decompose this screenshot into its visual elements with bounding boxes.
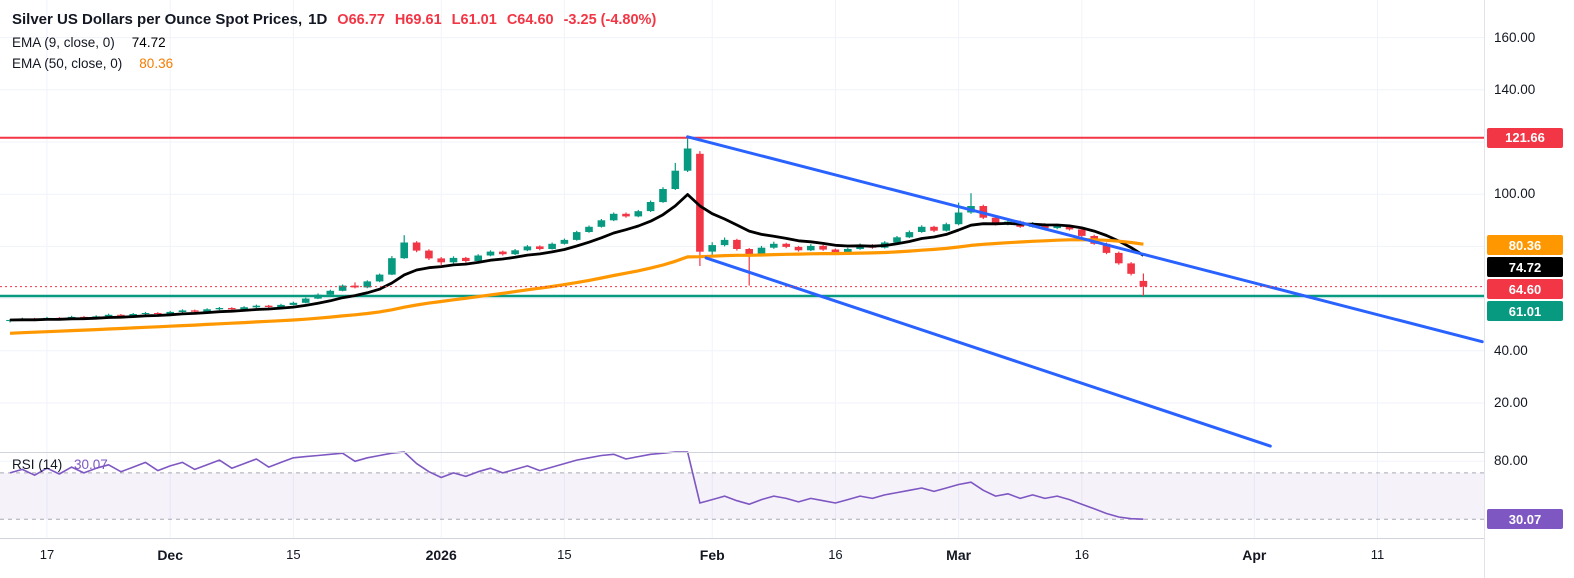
price-badge: 121.66: [1487, 127, 1563, 148]
price-tick-label: 20.00: [1494, 395, 1528, 410]
price-tick-label: 160.00: [1494, 29, 1536, 45]
ema50-legend-row[interactable]: EMA (50, close, 0) 80.36: [12, 54, 656, 75]
rsi-legend-row[interactable]: RSI (14) 30.07: [12, 457, 108, 472]
time-tick-label: Apr: [1242, 547, 1267, 563]
time-tick-label: 2026: [425, 547, 457, 563]
time-tick-label: Feb: [699, 547, 725, 563]
open-value: O66.77: [337, 12, 385, 28]
ema9-line: [9, 193, 1145, 322]
rsi-label: RSI (14): [12, 457, 63, 472]
ema9-value: 74.72: [131, 34, 166, 50]
price-tick-label: 100.00: [1494, 186, 1536, 202]
rsi-band: [0, 472, 1484, 520]
time-tick-label: Dec: [157, 547, 183, 563]
low-value: L61.01: [451, 12, 497, 28]
price-badge: 64.60: [1487, 279, 1563, 300]
rsi-tick-label: 80.00: [1494, 453, 1528, 469]
ema50-value: 80.36: [139, 55, 174, 71]
time-tick-label: 15: [286, 547, 301, 562]
chart-legend: Silver US Dollars per Ounce Spot Prices,…: [12, 7, 656, 74]
symbol-legend-row[interactable]: Silver US Dollars per Ounce Spot Prices,…: [12, 7, 656, 33]
price-tick-label: 140.00: [1494, 81, 1536, 97]
time-tick-label: Mar: [946, 547, 972, 563]
ema9-legend-row[interactable]: EMA (9, close, 0) 74.72: [12, 33, 656, 54]
price-badge: 61.01: [1487, 301, 1563, 322]
close-value: C64.60: [506, 12, 554, 28]
time-tick-label: 11: [1370, 547, 1385, 562]
ohlc-values: O66.77 H69.61 L61.01 C64.60: [337, 8, 553, 33]
time-tick-label: 17: [39, 547, 55, 562]
trendline: [686, 135, 1484, 344]
price-badge: 74.72: [1487, 257, 1563, 278]
rsi-badge: 30.07: [1487, 509, 1563, 530]
symbol-title: Silver US Dollars per Ounce Spot Prices,: [12, 11, 303, 28]
time-tick-label: 16: [1074, 547, 1090, 562]
timeframe-label: 1D: [308, 11, 328, 28]
price-axis[interactable]: 160.00 140.00 100.00 40.00 20.00 80.00 121.66 8…: [1484, 0, 1574, 578]
time-axis[interactable]: 17 Dec 15 2026 15 Feb 16 Mar 16 Apr 11: [0, 539, 1484, 578]
time-tick-label: 15: [557, 547, 572, 562]
price-tick-label: 40.00: [1494, 342, 1528, 358]
ema50-line: [9, 238, 1144, 335]
time-tick-label: 16: [828, 547, 843, 562]
ema9-label: EMA (9, close, 0): [12, 34, 115, 50]
ema50-label: EMA (50, close, 0): [12, 55, 123, 71]
high-value: H69.61: [394, 12, 442, 28]
rsi-value: 30.07: [74, 457, 108, 472]
price-badge: 80.36: [1487, 235, 1563, 256]
trendline: [704, 256, 1272, 448]
change-value: -3.25 (-4.80%): [563, 12, 657, 28]
rsi-line: [9, 451, 1144, 520]
